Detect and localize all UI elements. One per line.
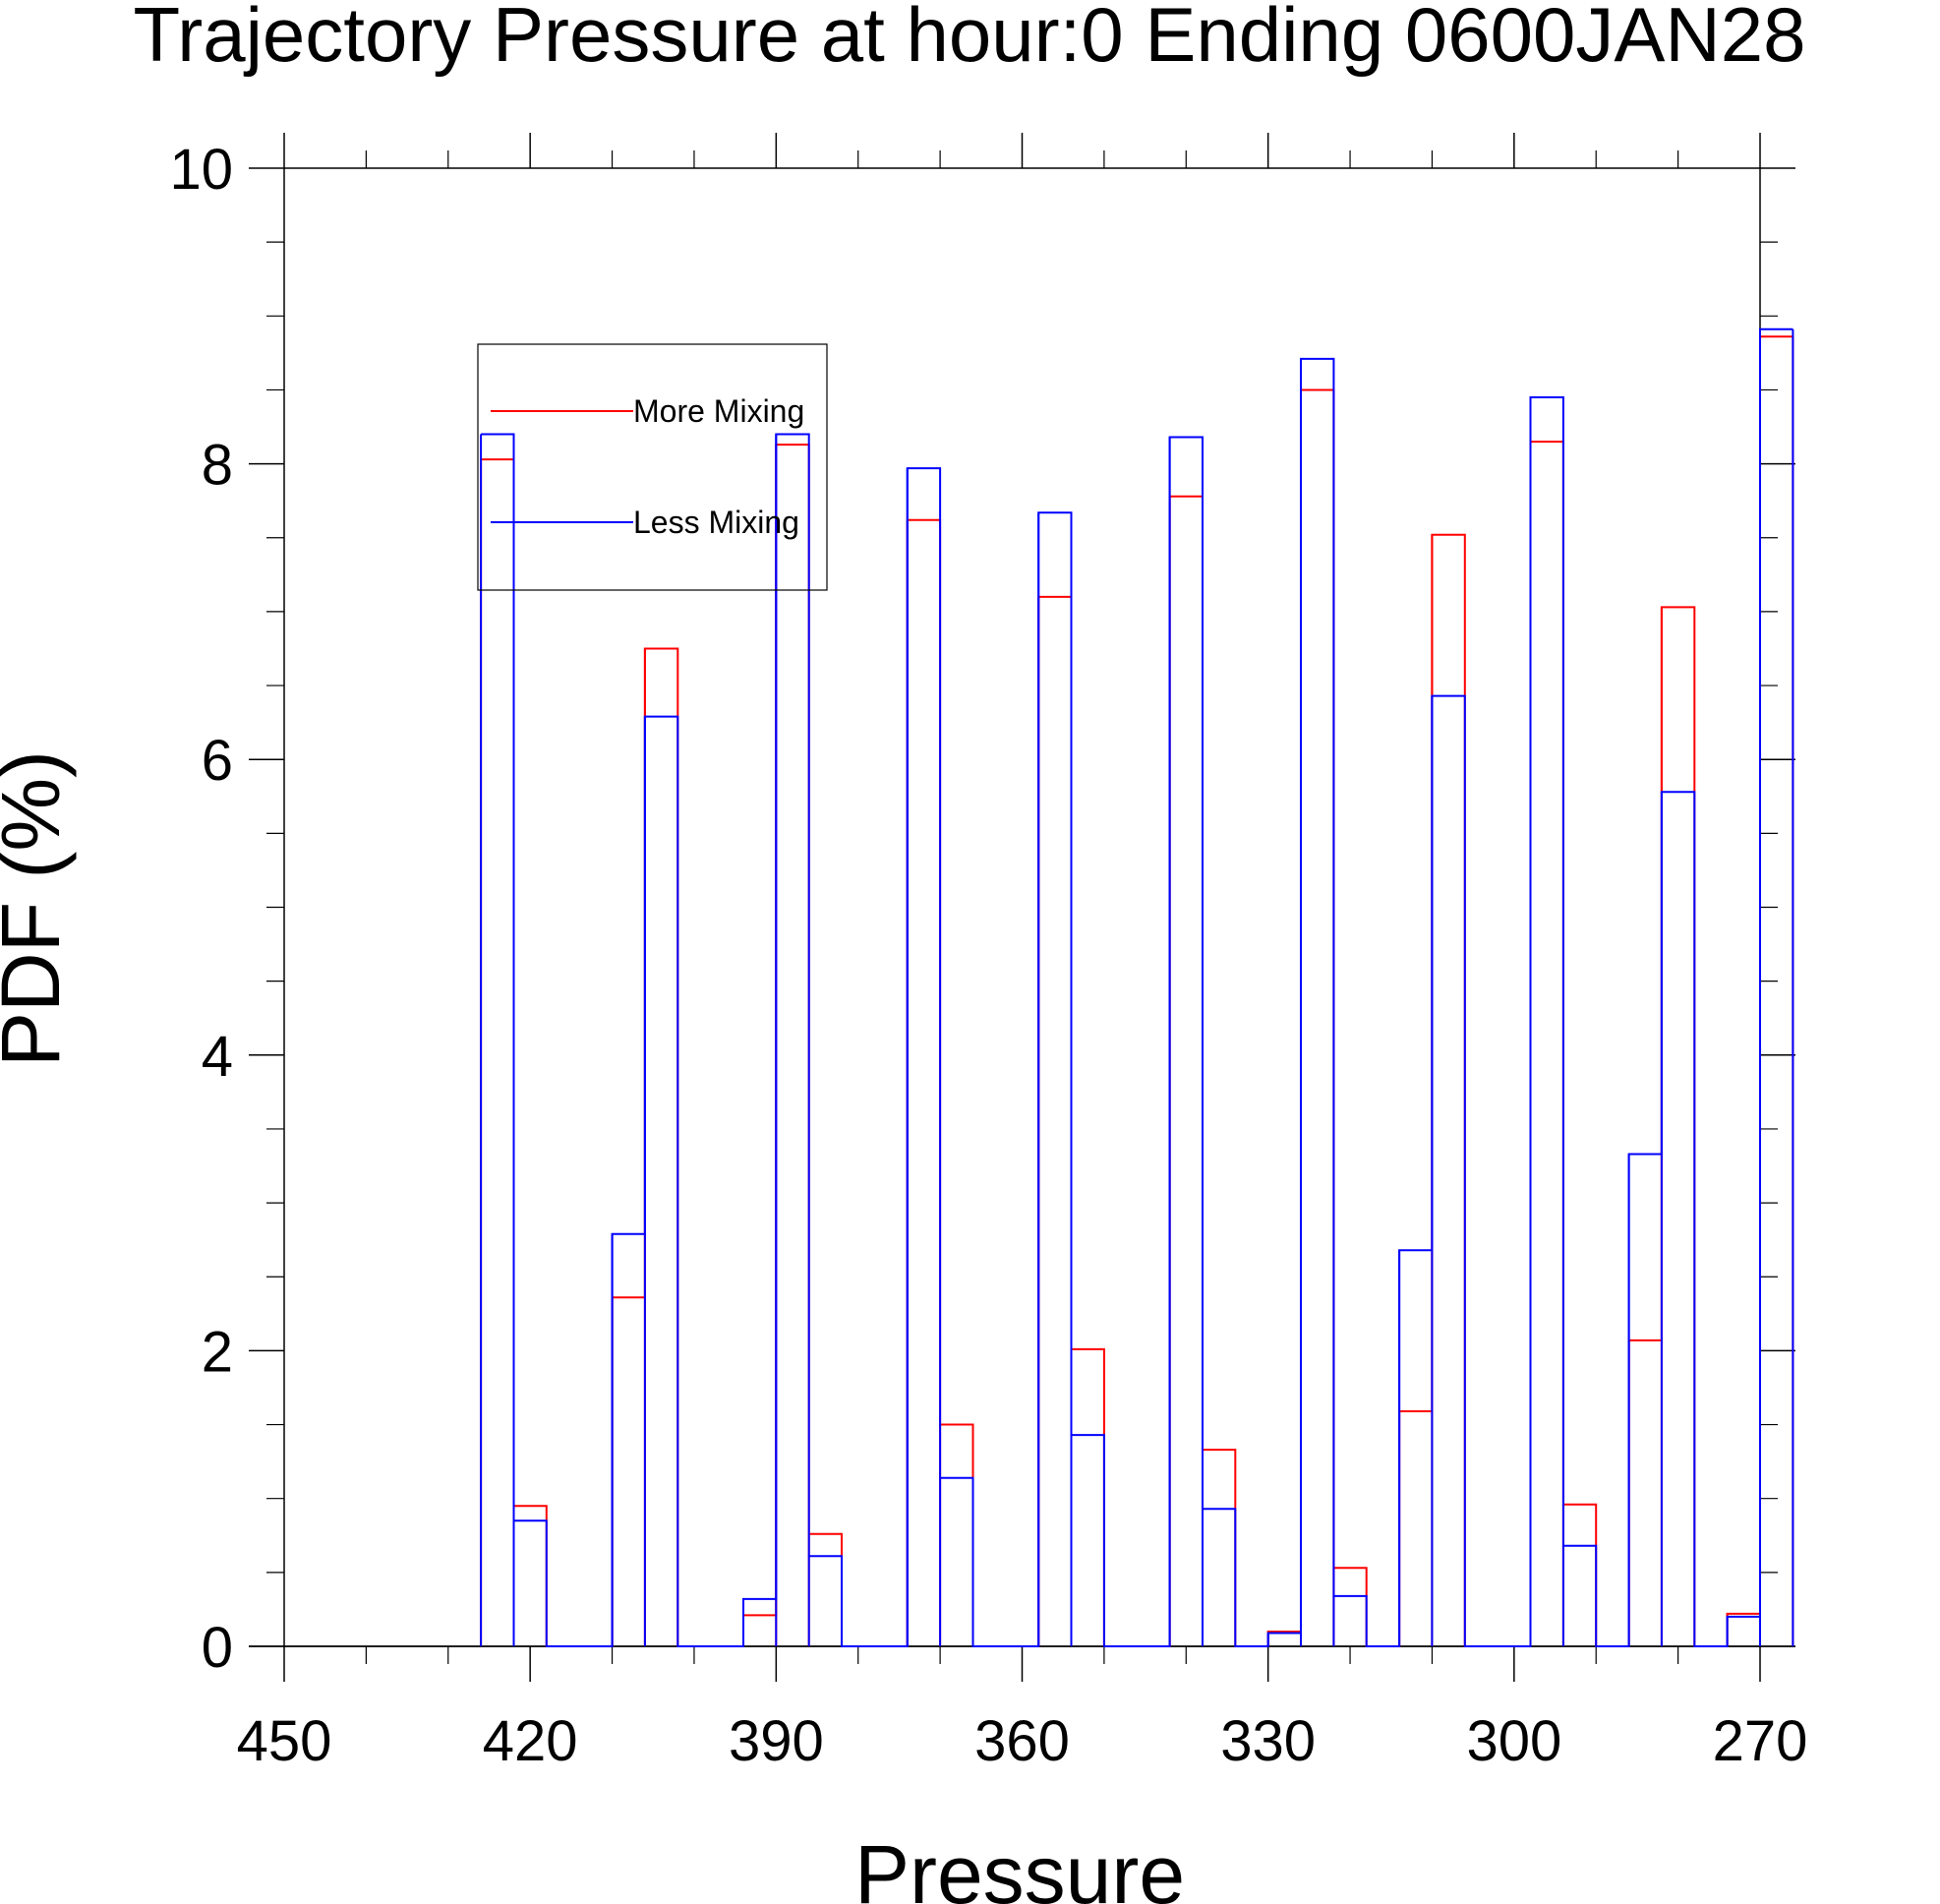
histogram-series bbox=[480, 327, 1794, 1647]
x-tick-label: 330 bbox=[1220, 1709, 1316, 1773]
y-axis-title: PDF (%) bbox=[0, 750, 77, 1067]
y-tick-label: 10 bbox=[169, 138, 233, 202]
legend-box bbox=[477, 343, 828, 591]
x-tick-label: 390 bbox=[729, 1709, 824, 1773]
x-tick-label: 420 bbox=[483, 1709, 578, 1773]
y-tick-label: 2 bbox=[202, 1320, 233, 1384]
plot-frame bbox=[283, 167, 1761, 1647]
series-less-mixing bbox=[480, 327, 1794, 1647]
chart-title: Trajectory Pressure at hour:0 Ending 060… bbox=[133, 0, 1805, 78]
legend: More Mixing Less Mixing bbox=[477, 343, 828, 591]
y-tick-label: 4 bbox=[202, 1025, 233, 1089]
series-bin-walls bbox=[480, 328, 1794, 1646]
legend-label: More Mixing bbox=[633, 393, 804, 429]
y-tick-label: 0 bbox=[202, 1616, 233, 1680]
x-tick-label: 300 bbox=[1466, 1709, 1561, 1773]
y-tick-label: 8 bbox=[202, 434, 233, 498]
y-tick-label: 6 bbox=[202, 729, 233, 793]
legend-label: Less Mixing bbox=[633, 505, 799, 540]
axis-ticks: 450 420 390 360 330 300 270 0 2 4 6 8 10 bbox=[169, 133, 1807, 1773]
x-tick-label: 360 bbox=[974, 1709, 1070, 1773]
x-tick-label: 270 bbox=[1713, 1709, 1808, 1773]
x-axis-title: Pressure bbox=[854, 1828, 1185, 1904]
x-tick-label: 450 bbox=[237, 1709, 332, 1773]
